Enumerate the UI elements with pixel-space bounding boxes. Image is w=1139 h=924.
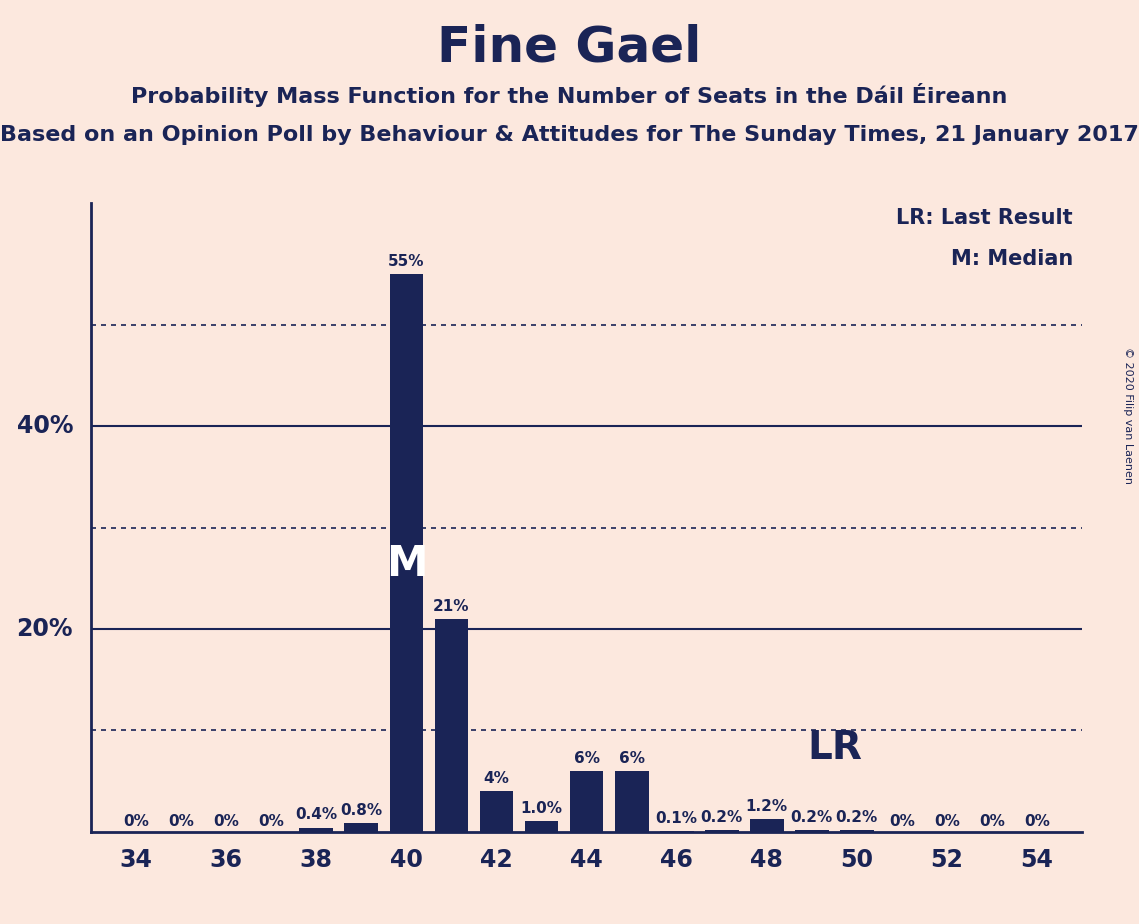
Bar [435,619,468,832]
Text: 1.2%: 1.2% [746,799,788,814]
Text: 21%: 21% [433,599,469,614]
Text: 0%: 0% [1024,813,1050,829]
Text: 0%: 0% [888,813,915,829]
Text: M: M [386,543,427,585]
Text: 0%: 0% [169,813,194,829]
Bar [659,831,694,832]
Bar [749,820,784,832]
Text: 0%: 0% [934,813,960,829]
Text: 40%: 40% [17,414,73,438]
Bar [390,274,424,832]
Text: 0.8%: 0.8% [341,804,383,819]
Text: LR: Last Result: LR: Last Result [896,208,1073,228]
Text: © 2020 Filip van Laenen: © 2020 Filip van Laenen [1123,347,1133,484]
Text: 0%: 0% [213,813,239,829]
Text: 20%: 20% [17,617,73,641]
Text: 0%: 0% [123,813,149,829]
Bar [570,771,604,832]
Text: 6%: 6% [574,750,599,766]
Text: 55%: 55% [388,254,425,269]
Text: Fine Gael: Fine Gael [437,23,702,71]
Bar [480,791,514,832]
Bar [839,830,874,832]
Text: LR: LR [806,730,862,768]
Text: Based on an Opinion Poll by Behaviour & Attitudes for The Sunday Times, 21 Janua: Based on an Opinion Poll by Behaviour & … [0,125,1139,145]
Bar [300,828,334,832]
Bar [344,823,378,832]
Text: 6%: 6% [618,750,645,766]
Bar [525,821,558,832]
Text: 0.2%: 0.2% [836,809,878,824]
Text: Probability Mass Function for the Number of Seats in the Dáil Éireann: Probability Mass Function for the Number… [131,83,1008,107]
Text: 0.2%: 0.2% [790,809,833,824]
Bar [615,771,648,832]
Text: 0.2%: 0.2% [700,809,743,824]
Text: 0%: 0% [259,813,285,829]
Text: 0.1%: 0.1% [656,810,698,825]
Text: 0.4%: 0.4% [295,808,337,822]
Text: 0%: 0% [980,813,1005,829]
Bar [795,830,829,832]
Text: 1.0%: 1.0% [521,801,563,817]
Bar [705,830,738,832]
Text: M: Median: M: Median [951,249,1073,269]
Text: 4%: 4% [484,771,509,786]
